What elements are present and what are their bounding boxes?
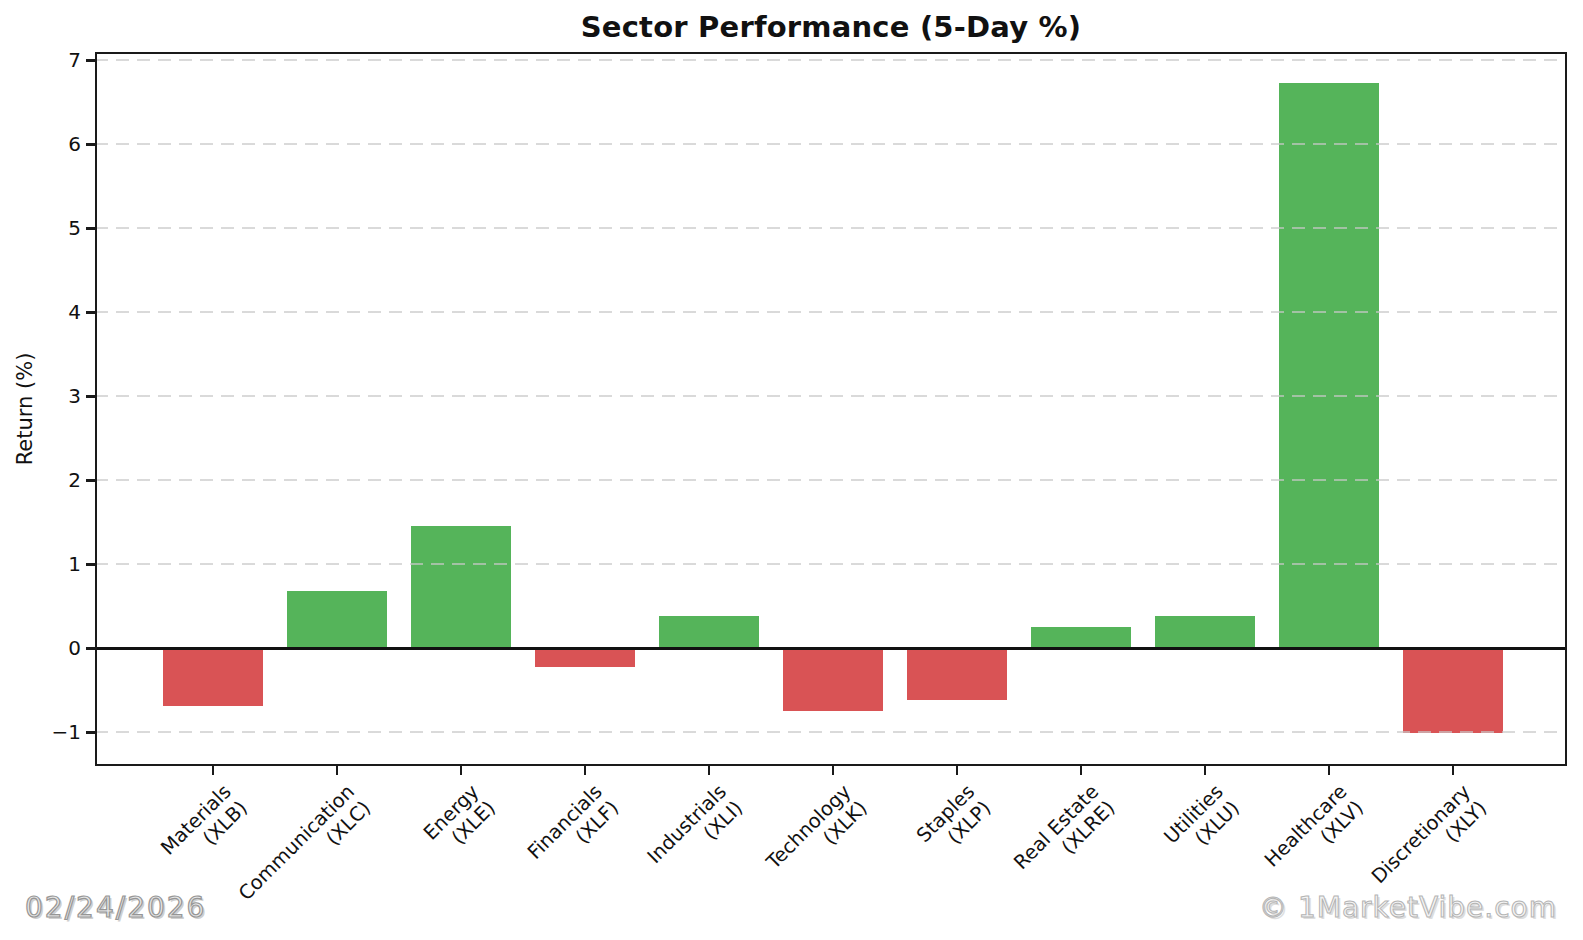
gridline-y-7 bbox=[95, 59, 1567, 61]
x-tick-mark-XLV bbox=[1328, 766, 1331, 775]
bar-XLB bbox=[163, 648, 263, 705]
bar-XLY bbox=[1403, 648, 1503, 733]
y-tick-mark-7 bbox=[86, 59, 95, 62]
gridline-y-1 bbox=[95, 563, 1567, 565]
y-tick-mark--1 bbox=[86, 731, 95, 734]
bar-XLRE bbox=[1031, 627, 1131, 648]
y-tick-label-2: 2 bbox=[11, 470, 81, 490]
chart-root: Sector Performance (5-Day %) Return (%) … bbox=[0, 0, 1583, 940]
y-tick-mark-5 bbox=[86, 227, 95, 230]
y-tick-label-7: 7 bbox=[11, 50, 81, 70]
x-tick-label-XLB: Materials (XLB) bbox=[156, 780, 252, 876]
x-tick-mark-XLC bbox=[336, 766, 339, 775]
x-tick-label-XLK: Technology (XLK) bbox=[762, 780, 872, 890]
chart-title: Sector Performance (5-Day %) bbox=[95, 10, 1567, 44]
y-tick-label-3: 3 bbox=[11, 386, 81, 406]
x-tick-label-XLF: Financials (XLF) bbox=[523, 780, 623, 880]
x-tick-mark-XLB bbox=[212, 766, 215, 775]
y-tick-label-5: 5 bbox=[11, 218, 81, 238]
gridline-y--1 bbox=[95, 731, 1567, 733]
x-tick-label-XLRE: Real Estate (XLRE) bbox=[1009, 780, 1119, 890]
watermark-date: 02/24/2026 bbox=[25, 891, 206, 924]
y-tick-mark-3 bbox=[86, 395, 95, 398]
y-tick-mark-1 bbox=[86, 563, 95, 566]
x-tick-mark-XLRE bbox=[1080, 766, 1083, 775]
y-tick-label-1: 1 bbox=[11, 554, 81, 574]
watermark-credit: © 1MarketVibe.com bbox=[1259, 891, 1557, 924]
bar-XLC bbox=[287, 591, 387, 648]
y-tick-mark-0 bbox=[86, 647, 95, 650]
bar-XLU bbox=[1155, 616, 1255, 648]
bar-XLF bbox=[535, 648, 635, 666]
y-tick-mark-4 bbox=[86, 311, 95, 314]
gridline-y-6 bbox=[95, 143, 1567, 145]
x-tick-mark-XLE bbox=[460, 766, 463, 775]
y-tick-label-0: 0 bbox=[11, 638, 81, 658]
x-tick-mark-XLU bbox=[1204, 766, 1207, 775]
x-tick-label-XLC: Communication (XLC) bbox=[234, 780, 375, 921]
plot-area bbox=[95, 52, 1567, 766]
y-tick-label-4: 4 bbox=[11, 302, 81, 322]
bar-XLP bbox=[907, 648, 1007, 699]
y-tick-label--1: −1 bbox=[11, 722, 81, 742]
bar-XLE bbox=[411, 526, 511, 649]
x-tick-label-XLE: Energy (XLE) bbox=[419, 780, 500, 861]
gridline-y-2 bbox=[95, 479, 1567, 481]
x-tick-mark-XLP bbox=[956, 766, 959, 775]
x-tick-label-XLV: Healthcare (XLV) bbox=[1260, 780, 1368, 888]
x-tick-label-XLI: Industrials (XLI) bbox=[643, 780, 747, 884]
gridline-y-5 bbox=[95, 227, 1567, 229]
bar-XLI bbox=[659, 616, 759, 648]
x-tick-mark-XLF bbox=[584, 766, 587, 775]
zero-axis-line bbox=[95, 647, 1567, 650]
gridline-y-3 bbox=[95, 395, 1567, 397]
x-tick-label-XLY: Discretionary (XLY) bbox=[1367, 780, 1491, 904]
x-tick-label-XLU: Utilities (XLU) bbox=[1159, 780, 1243, 864]
x-tick-label-XLP: Staples (XLP) bbox=[912, 780, 995, 863]
y-tick-mark-2 bbox=[86, 479, 95, 482]
y-axis-label: Return (%) bbox=[13, 353, 37, 466]
x-tick-mark-XLI bbox=[708, 766, 711, 775]
y-tick-mark-6 bbox=[86, 143, 95, 146]
bar-XLK bbox=[783, 648, 883, 710]
y-tick-label-6: 6 bbox=[11, 134, 81, 154]
x-tick-mark-XLY bbox=[1452, 766, 1455, 775]
gridline-y-4 bbox=[95, 311, 1567, 313]
x-tick-mark-XLK bbox=[832, 766, 835, 775]
